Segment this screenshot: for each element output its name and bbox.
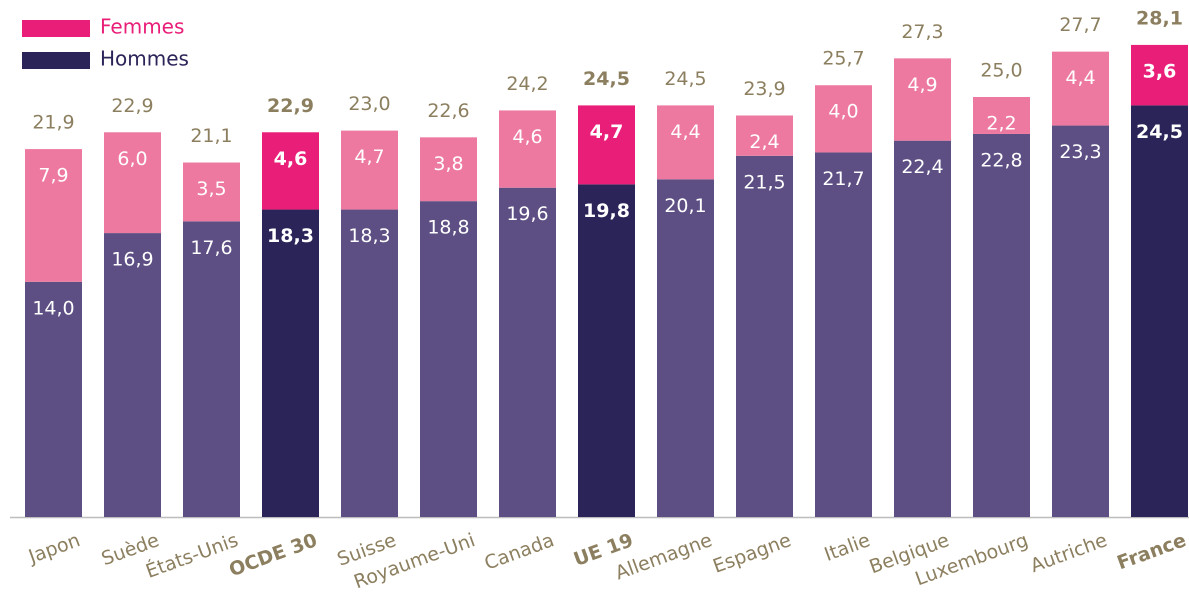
- bar-segment: [104, 233, 161, 517]
- x-tick-label: États-Unis: [143, 528, 241, 583]
- bar-segment: [736, 115, 793, 156]
- value-label: 22,8: [980, 149, 1022, 171]
- total-label: 24,5: [583, 68, 630, 90]
- bar-segment: [973, 97, 1030, 134]
- bar-segment: [894, 140, 951, 517]
- value-label: 3,8: [433, 153, 463, 175]
- total-label: 22,9: [111, 95, 153, 117]
- legend-swatch: [22, 52, 90, 69]
- value-label: 17,6: [190, 237, 232, 259]
- value-label: 19,6: [506, 203, 548, 225]
- value-label: 4,6: [512, 126, 542, 148]
- value-label: 23,3: [1059, 141, 1101, 163]
- value-label: 4,6: [274, 148, 308, 170]
- value-label: 6,0: [117, 148, 147, 170]
- value-label: 18,8: [427, 217, 469, 239]
- bar-segment: [25, 149, 82, 282]
- value-label: 4,9: [907, 74, 937, 96]
- bar-segment: [578, 184, 635, 518]
- value-label: 21,7: [822, 168, 864, 190]
- bar-segment: [183, 162, 240, 222]
- total-label: 23,0: [348, 93, 390, 115]
- bar-segment: [341, 130, 398, 210]
- bar-segment: [262, 132, 319, 210]
- total-label: 28,1: [1136, 7, 1183, 29]
- bar-segment: [420, 201, 477, 517]
- value-label: 3,5: [196, 178, 226, 200]
- bar-segment: [973, 133, 1030, 517]
- total-label: 24,5: [664, 68, 706, 90]
- total-label: 24,2: [506, 73, 548, 95]
- value-label: 4,7: [590, 121, 624, 143]
- value-label: 4,4: [670, 121, 700, 143]
- value-label: 19,8: [583, 200, 630, 222]
- value-label: 24,5: [1136, 121, 1183, 143]
- legend-label: Hommes: [100, 47, 189, 71]
- total-label: 21,1: [190, 125, 232, 147]
- value-label: 22,4: [901, 156, 943, 178]
- x-tick-label: Autriche: [1028, 529, 1110, 577]
- bar-segment: [657, 105, 714, 180]
- legend-swatch: [22, 20, 90, 37]
- x-tick-label: France: [1114, 529, 1189, 574]
- bar-segment: [657, 179, 714, 517]
- bar-segment: [815, 152, 872, 517]
- bar-segment: [499, 187, 556, 517]
- total-label: 21,9: [32, 112, 74, 134]
- total-label: 27,3: [901, 21, 943, 43]
- value-label: 2,4: [749, 131, 779, 153]
- bar-segment: [104, 132, 161, 234]
- bar-segment: [25, 281, 82, 517]
- bar-segment: [499, 110, 556, 188]
- total-label: 23,9: [743, 78, 785, 100]
- total-label: 22,9: [267, 95, 314, 117]
- bar-segment: [736, 155, 793, 518]
- bar-segment: [894, 58, 951, 141]
- value-label: 4,0: [828, 101, 858, 123]
- bar-segment: [1131, 105, 1188, 518]
- bar-segment: [1052, 125, 1109, 517]
- value-label: 4,4: [1065, 67, 1095, 89]
- value-label: 18,3: [348, 225, 390, 247]
- bar-segment: [1052, 51, 1109, 126]
- total-label: 22,6: [427, 100, 469, 122]
- bar-segment: [420, 137, 477, 202]
- bar-segment: [183, 221, 240, 517]
- total-label: 25,7: [822, 48, 864, 70]
- bar-segment: [341, 209, 398, 517]
- value-label: 3,6: [1143, 60, 1177, 82]
- value-label: 18,3: [267, 225, 314, 247]
- total-label: 27,7: [1059, 14, 1101, 36]
- bar-segment: [1131, 44, 1188, 106]
- legend-label: Femmes: [100, 15, 184, 39]
- value-label: 2,2: [986, 113, 1016, 135]
- x-tick-label: Espagne: [710, 529, 794, 578]
- value-label: 16,9: [111, 249, 153, 271]
- value-label: 21,5: [743, 171, 785, 193]
- value-label: 7,9: [38, 165, 68, 187]
- x-tick-label: Canada: [482, 529, 557, 574]
- total-label: 25,0: [980, 60, 1022, 82]
- value-label: 4,7: [354, 146, 384, 168]
- x-tick-label: OCDE 30: [226, 529, 320, 581]
- bar-segment: [578, 105, 635, 185]
- value-label: 20,1: [664, 195, 706, 217]
- bar-segment: [815, 85, 872, 153]
- value-label: 14,0: [32, 297, 74, 319]
- x-tick-label: Japon: [25, 529, 83, 568]
- x-tick-label: Italie: [821, 529, 873, 566]
- bar-segment: [262, 209, 319, 517]
